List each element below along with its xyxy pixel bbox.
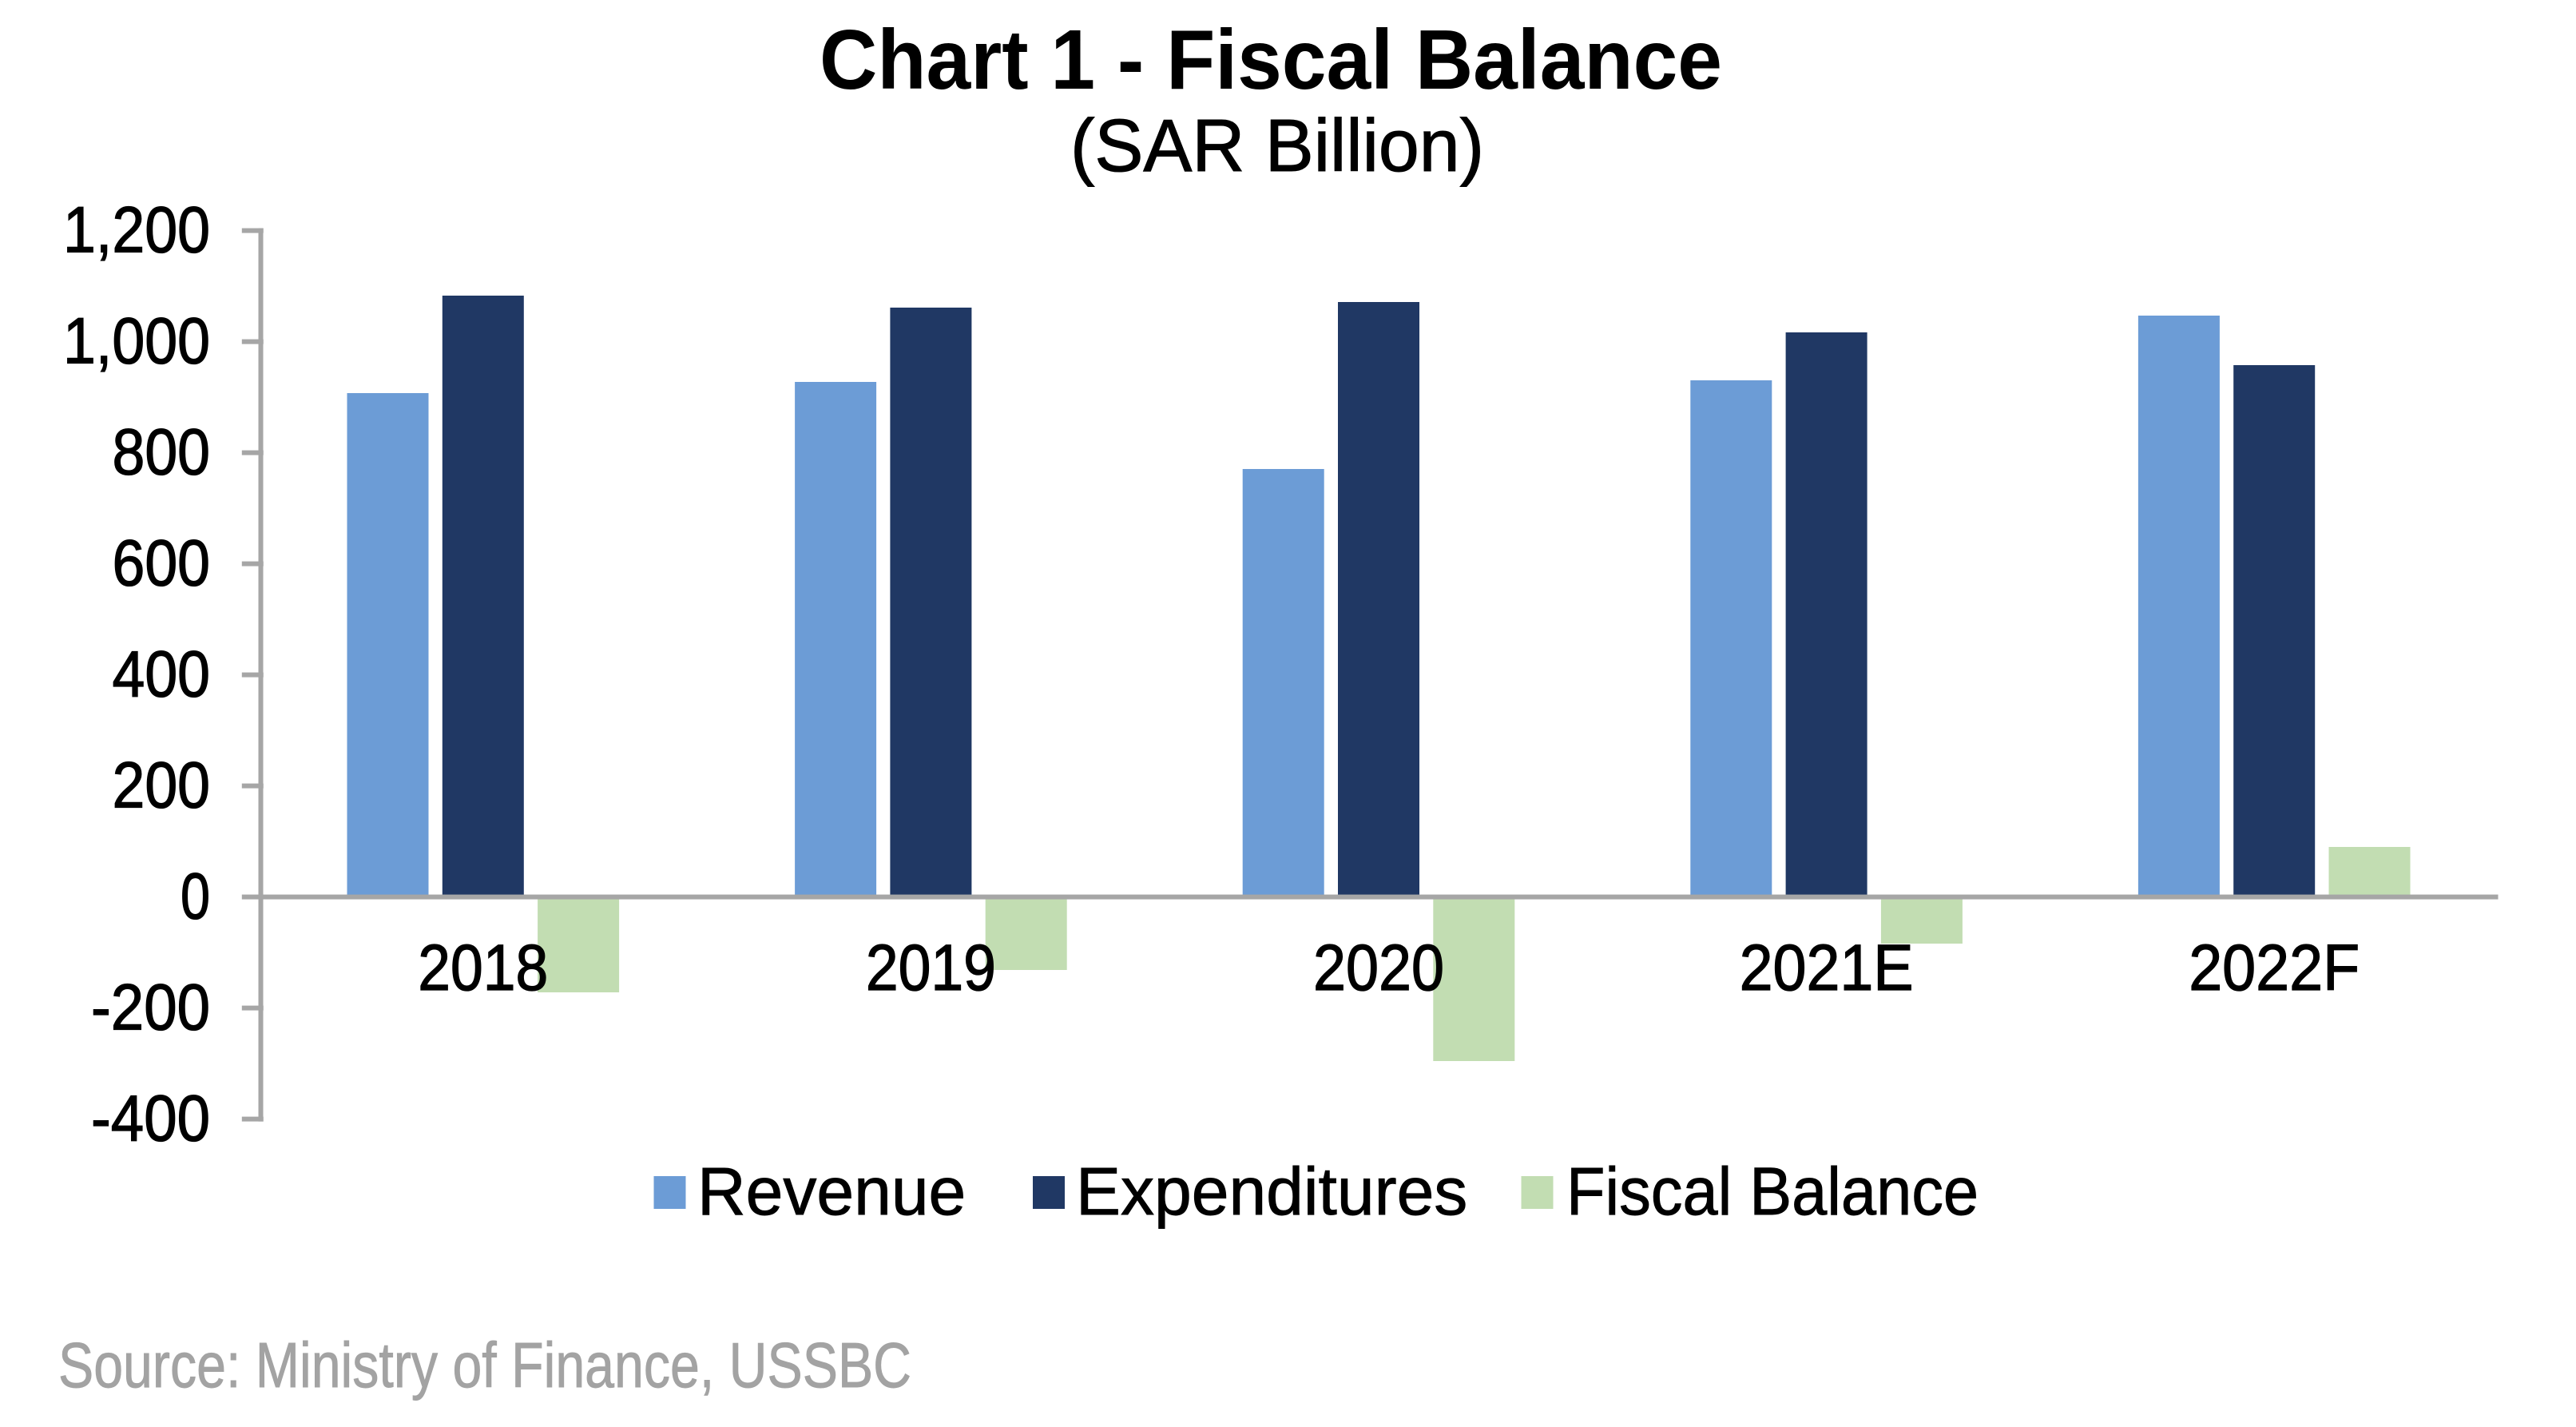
svg-text:Revenue: Revenue [697,1154,966,1229]
svg-text:2018: 2018 [418,932,548,1004]
svg-text:600: 600 [113,527,211,600]
svg-text:Expenditures: Expenditures [1076,1154,1467,1229]
svg-text:2021E: 2021E [1740,932,1914,1004]
svg-text:2019: 2019 [866,932,996,1004]
svg-text:Source: Ministry of Finance, U: Source: Ministry of Finance, USSBC [58,1330,911,1401]
svg-text:0: 0 [181,861,210,933]
svg-text:800: 800 [113,416,211,489]
svg-text:1,000: 1,000 [63,305,210,378]
svg-text:1,200: 1,200 [63,194,210,267]
svg-text:(SAR Billion): (SAR Billion) [1070,104,1484,187]
svg-text:2020: 2020 [1313,932,1444,1004]
svg-text:Chart 1 - Fiscal Balance: Chart 1 - Fiscal Balance [820,13,1722,107]
svg-text:200: 200 [113,749,211,822]
svg-text:Fiscal Balance: Fiscal Balance [1566,1154,1979,1229]
svg-text:400: 400 [113,638,211,711]
svg-text:2022F: 2022F [2189,932,2360,1004]
svg-text:-200: -200 [91,972,210,1044]
svg-text:-400: -400 [91,1083,210,1155]
